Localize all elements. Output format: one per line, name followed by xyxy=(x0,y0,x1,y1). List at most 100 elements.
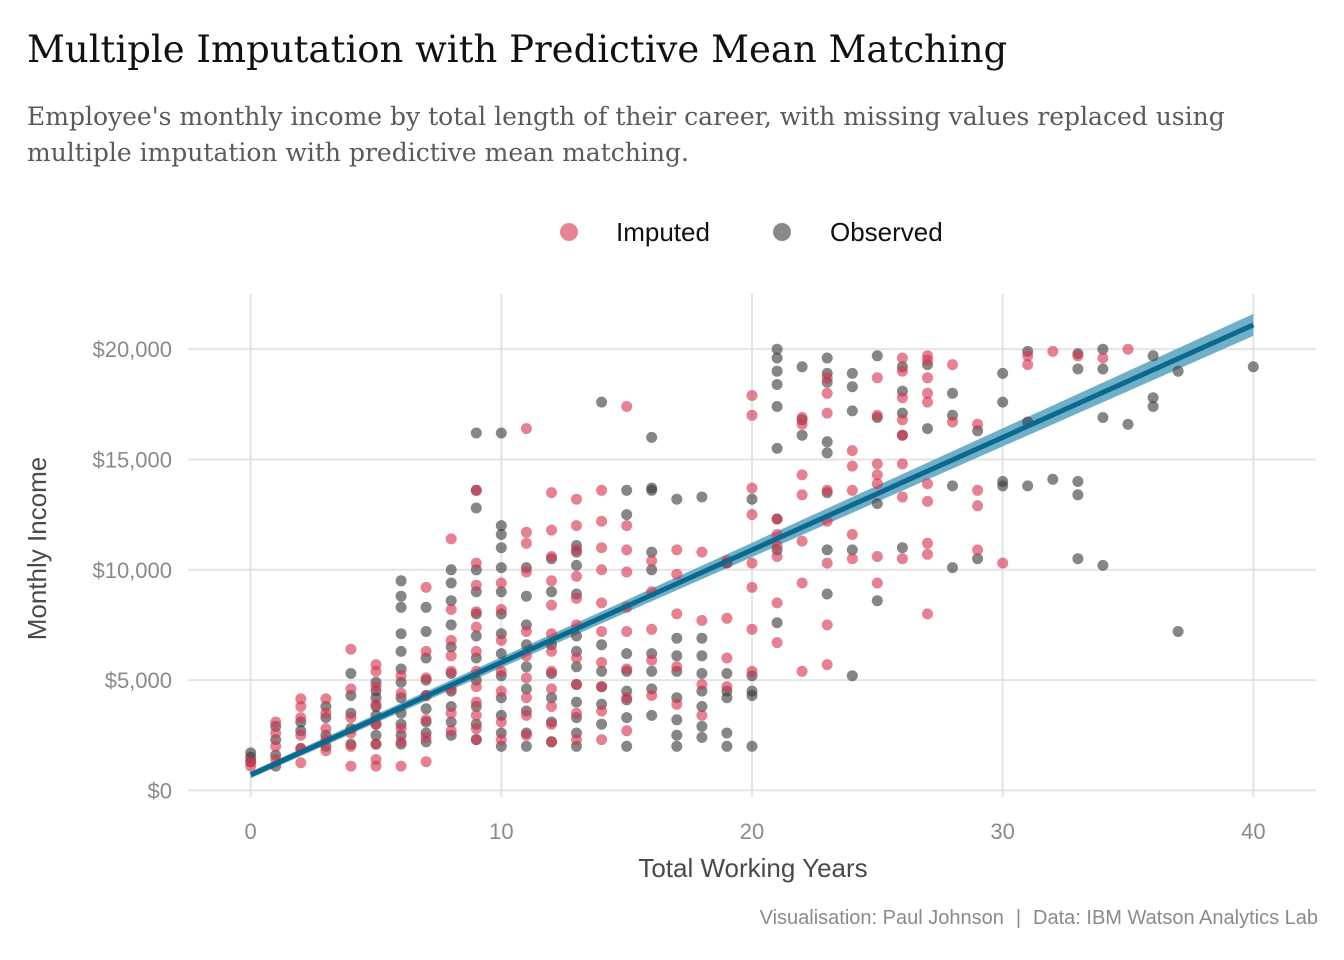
imputed-point xyxy=(621,401,633,412)
imputed-point xyxy=(796,412,808,423)
observed-point xyxy=(596,718,608,730)
observed-point xyxy=(1047,473,1059,485)
observed-point xyxy=(420,626,432,637)
imputed-point xyxy=(671,698,683,710)
imputed-point xyxy=(470,621,482,633)
observed-point xyxy=(671,729,683,741)
imputed-point xyxy=(571,570,582,582)
imputed-point xyxy=(796,535,808,547)
imputed-point xyxy=(621,725,633,737)
imputed-point xyxy=(596,626,608,637)
imputed-point xyxy=(295,693,307,705)
observed-point xyxy=(495,427,507,439)
observed-point xyxy=(721,668,733,679)
imputed-point xyxy=(445,604,457,615)
imputed-point xyxy=(495,685,507,697)
imputed-point xyxy=(746,665,758,677)
observed-point xyxy=(646,546,658,558)
imputed-point xyxy=(871,409,883,421)
imputed-point xyxy=(846,553,858,565)
imputed-point xyxy=(646,555,658,567)
observed-point xyxy=(621,484,633,496)
imputed-point xyxy=(470,723,482,735)
imputed-point xyxy=(395,687,407,699)
imputed-point xyxy=(420,672,432,684)
observed-point xyxy=(495,648,507,660)
caption-credit: Visualisation: Paul Johnson xyxy=(759,907,1004,929)
observed-point xyxy=(646,431,658,443)
imputed-point xyxy=(320,745,332,757)
imputed-point xyxy=(470,681,482,693)
observed-point xyxy=(395,628,407,640)
imputed-point xyxy=(546,524,557,536)
imputed-point xyxy=(1122,343,1134,355)
observed-point xyxy=(621,648,633,660)
imputed-point xyxy=(896,392,908,404)
imputed-point xyxy=(746,581,758,593)
observed-point xyxy=(846,670,858,682)
observed-point xyxy=(671,714,683,726)
observed-point xyxy=(821,447,833,459)
y-tick-label: $20,000 xyxy=(92,337,172,362)
observed-point xyxy=(470,502,482,514)
imputed-point xyxy=(621,566,633,578)
imputed-point xyxy=(696,615,708,626)
imputed-point xyxy=(922,478,933,490)
x-axis-title: Total Working Years xyxy=(638,853,867,883)
imputed-point xyxy=(621,544,633,556)
imputed-point xyxy=(596,705,608,717)
imputed-point xyxy=(646,623,658,635)
imputed-point xyxy=(470,579,482,591)
imputed-point xyxy=(445,725,457,737)
observed-point xyxy=(571,630,582,642)
axes: $0 $5,000 $10,000 $15,000 $20,000 0 10 20 30 40 To… xyxy=(22,337,1266,883)
imputed-point xyxy=(796,577,808,589)
imputed-point xyxy=(922,387,933,399)
observed-point xyxy=(671,740,683,752)
imputed-point xyxy=(420,731,432,743)
imputed-point xyxy=(922,608,933,620)
imputed-point xyxy=(796,665,808,677)
observed-point xyxy=(771,617,783,629)
observed-point xyxy=(972,553,984,565)
observed-point xyxy=(821,588,833,600)
observed-point xyxy=(1147,401,1159,412)
observed-point xyxy=(546,692,557,704)
imputed-point xyxy=(922,548,933,560)
imputed-point xyxy=(821,407,833,419)
imputed-point xyxy=(270,716,282,728)
observed-point xyxy=(796,429,808,441)
observed-point xyxy=(520,590,532,602)
imputed-point xyxy=(846,484,858,496)
observed-point xyxy=(846,544,858,556)
observed-point xyxy=(470,630,482,642)
observed-point xyxy=(871,350,883,362)
imputed-point xyxy=(896,414,908,426)
imputed-point xyxy=(320,723,332,735)
y-axis-title: Monthly Income xyxy=(22,457,52,641)
observed-point xyxy=(671,650,683,662)
imputed-point xyxy=(495,577,507,589)
imputed-point xyxy=(721,612,733,624)
imputed-point xyxy=(771,513,783,525)
observed-point xyxy=(395,645,407,657)
observed-point xyxy=(445,564,457,576)
observed-point xyxy=(621,509,633,521)
observed-point xyxy=(1072,553,1084,565)
imputed-point xyxy=(621,520,633,532)
imputed-point xyxy=(596,734,608,746)
imputed-point xyxy=(420,756,432,768)
imputed-point xyxy=(896,365,908,377)
data-points xyxy=(245,343,1259,772)
imputed-point xyxy=(846,445,858,457)
imputed-point xyxy=(621,692,633,704)
chart-caption: Visualisation: Paul Johnson | Data: IBM Wa… xyxy=(760,907,1318,930)
imputed-point xyxy=(896,458,908,470)
observed-point xyxy=(596,665,608,677)
observed-point xyxy=(495,542,507,554)
observed-point xyxy=(420,703,432,715)
observed-point xyxy=(395,590,407,602)
observed-point xyxy=(596,396,608,408)
observed-point xyxy=(596,639,608,651)
imputed-point xyxy=(1047,345,1059,357)
